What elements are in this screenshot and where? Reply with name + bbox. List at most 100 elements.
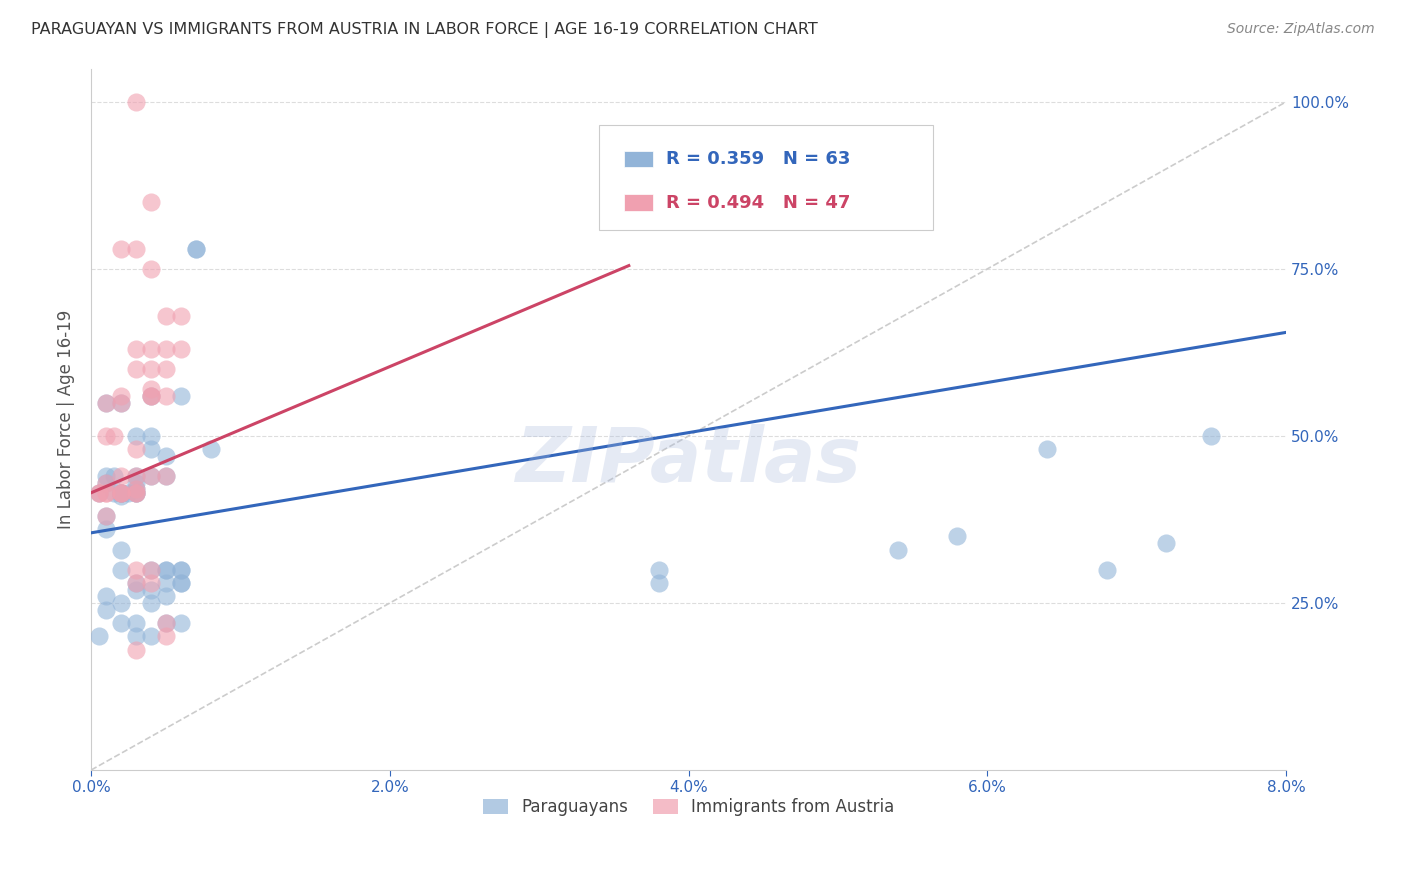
Point [87,485,110,500]
Point [94,469,117,483]
Point [110,542,132,557]
Point [110,563,132,577]
Point [125,629,148,643]
Point [125,582,148,597]
Point [170,389,193,403]
Point [155,469,177,483]
Point [125,362,148,376]
Point [125,485,148,500]
Point [155,309,177,323]
Text: Source: ZipAtlas.com: Source: ZipAtlas.com [1227,22,1375,37]
Point [155,615,177,630]
Point [200,442,222,457]
Point [139,469,162,483]
Point [125,642,148,657]
Legend: Paraguayans, Immigrants from Austria: Paraguayans, Immigrants from Austria [474,790,903,825]
Point [647,563,669,577]
Point [1036,442,1059,457]
Point [139,596,162,610]
Point [170,615,193,630]
Point [155,362,177,376]
Point [110,485,132,500]
Point [103,469,125,483]
Point [94,475,117,490]
FancyBboxPatch shape [624,194,652,211]
Point [139,362,162,376]
Point [110,485,132,500]
Point [155,389,177,403]
Point [125,563,148,577]
Y-axis label: In Labor Force | Age 16-19: In Labor Force | Age 16-19 [58,310,75,529]
Point [94,509,117,524]
Point [94,602,117,616]
Text: R = 0.359   N = 63: R = 0.359 N = 63 [666,150,851,168]
Point [170,563,193,577]
Point [110,242,132,256]
Point [125,95,148,109]
Point [139,342,162,356]
Point [139,469,162,483]
Point [184,242,207,256]
Point [125,442,148,457]
Point [155,449,177,463]
Point [87,485,110,500]
Point [184,242,207,256]
Point [155,563,177,577]
Point [94,523,117,537]
Point [125,483,148,497]
Point [125,485,148,500]
Point [170,563,193,577]
Point [170,576,193,591]
Point [125,576,148,591]
Point [139,389,162,403]
Point [139,262,162,277]
Point [139,382,162,396]
Point [155,563,177,577]
Point [110,395,132,409]
Point [110,596,132,610]
Point [110,485,132,500]
Point [110,485,132,500]
Point [155,589,177,603]
Point [155,469,177,483]
Point [94,509,117,524]
Point [125,485,148,500]
Point [1201,429,1223,443]
Point [139,442,162,457]
Point [139,563,162,577]
Text: R = 0.494   N = 47: R = 0.494 N = 47 [666,194,851,211]
Point [94,395,117,409]
Point [155,576,177,591]
Point [647,576,669,591]
Point [94,395,117,409]
Point [170,576,193,591]
Point [170,342,193,356]
Point [103,429,125,443]
Point [125,242,148,256]
Point [170,309,193,323]
Point [125,475,148,490]
Point [1156,536,1178,550]
Point [103,485,125,500]
Point [110,485,132,500]
Point [886,542,908,557]
Point [110,389,132,403]
Point [125,576,148,591]
Text: ZIPatlas: ZIPatlas [516,425,862,499]
Point [946,529,969,543]
Point [155,342,177,356]
Point [110,485,132,500]
FancyBboxPatch shape [599,125,934,230]
Point [155,629,177,643]
Point [110,395,132,409]
Point [139,582,162,597]
Point [125,342,148,356]
Point [110,615,132,630]
Point [1095,563,1118,577]
Point [94,475,117,490]
Point [125,485,148,500]
Point [155,615,177,630]
Point [139,389,162,403]
Point [139,563,162,577]
Point [94,429,117,443]
